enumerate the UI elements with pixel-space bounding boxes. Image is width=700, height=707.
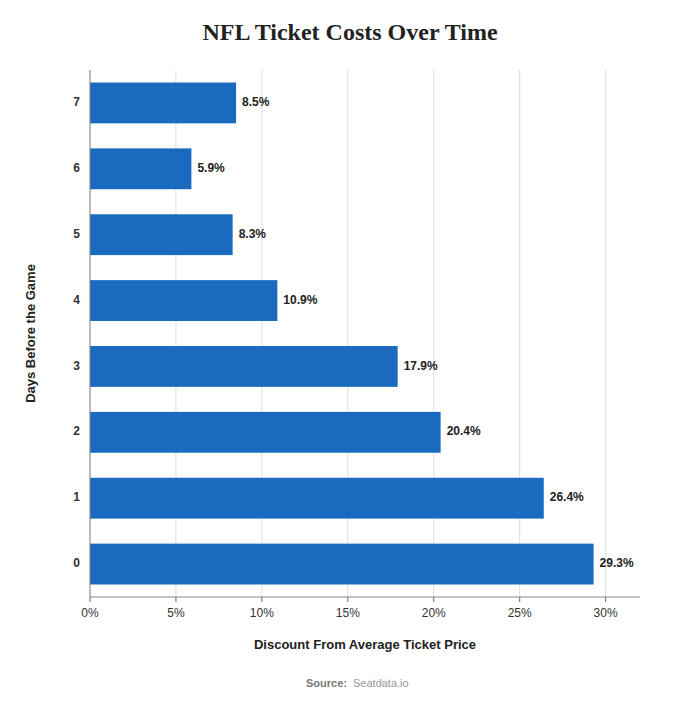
grid bbox=[90, 70, 606, 597]
data-label: 8.3% bbox=[239, 227, 267, 241]
data-label: 8.5% bbox=[242, 95, 270, 109]
title: NFL Ticket Costs Over Time bbox=[202, 19, 497, 45]
x-tick bbox=[519, 597, 520, 602]
data-label: 20.4% bbox=[447, 424, 481, 438]
chart-container: NFL Ticket Costs Over Time 0% 5% 10% 15% 20% 2… bbox=[0, 0, 700, 707]
bar bbox=[90, 412, 441, 453]
annotation: Source: bbox=[306, 677, 347, 689]
x-tick-label: 20% bbox=[422, 606, 446, 620]
y-tick-label: 3 bbox=[73, 359, 80, 373]
x-tick bbox=[433, 597, 434, 602]
bar bbox=[90, 478, 544, 519]
x-tick bbox=[605, 597, 606, 602]
x-axis-line bbox=[90, 597, 640, 598]
grid-line bbox=[605, 70, 606, 597]
bar bbox=[90, 148, 191, 189]
bar bbox=[90, 214, 233, 255]
bar bbox=[90, 544, 594, 585]
x-tick-label: 25% bbox=[508, 606, 532, 620]
bar bbox=[90, 83, 236, 124]
x-tick-label: 0% bbox=[81, 606, 99, 620]
x-tick-label: 30% bbox=[594, 606, 618, 620]
data-label: 29.3% bbox=[600, 556, 634, 570]
x-tick bbox=[261, 597, 262, 602]
data-label: 17.9% bbox=[404, 359, 438, 373]
data-label: 10.9% bbox=[283, 293, 317, 307]
x-tick-label: 15% bbox=[336, 606, 360, 620]
data-label: 5.9% bbox=[197, 161, 225, 175]
bar bbox=[90, 280, 277, 321]
x-tick-label: 10% bbox=[250, 606, 274, 620]
x-tick bbox=[347, 597, 348, 602]
grid-line bbox=[90, 70, 91, 597]
y-tick-label: 6 bbox=[73, 161, 80, 175]
x-tick bbox=[90, 597, 91, 602]
y-tick-label: 5 bbox=[73, 227, 80, 241]
x-axis-label: Discount From Average Ticket Price bbox=[254, 637, 476, 652]
x-tick-label: 5% bbox=[167, 606, 185, 620]
chart: NFL Ticket Costs Over Time 0% 5% 10% 15% 20% 2… bbox=[0, 0, 700, 707]
data-label: 26.4% bbox=[550, 490, 584, 504]
y-tick-label: 4 bbox=[73, 293, 80, 307]
y-axis-line bbox=[90, 70, 91, 597]
y-tick-label: 2 bbox=[73, 424, 80, 438]
y-tick-label: 7 bbox=[73, 95, 80, 109]
y-tick-label: 0 bbox=[73, 556, 80, 570]
annotation: Seatdata.io bbox=[353, 677, 409, 689]
y-tick-label: 1 bbox=[73, 490, 80, 504]
bar bbox=[90, 346, 398, 387]
y-axis-label: Days Before the Game bbox=[23, 264, 38, 403]
x-tick bbox=[175, 597, 176, 602]
bars bbox=[90, 83, 594, 585]
